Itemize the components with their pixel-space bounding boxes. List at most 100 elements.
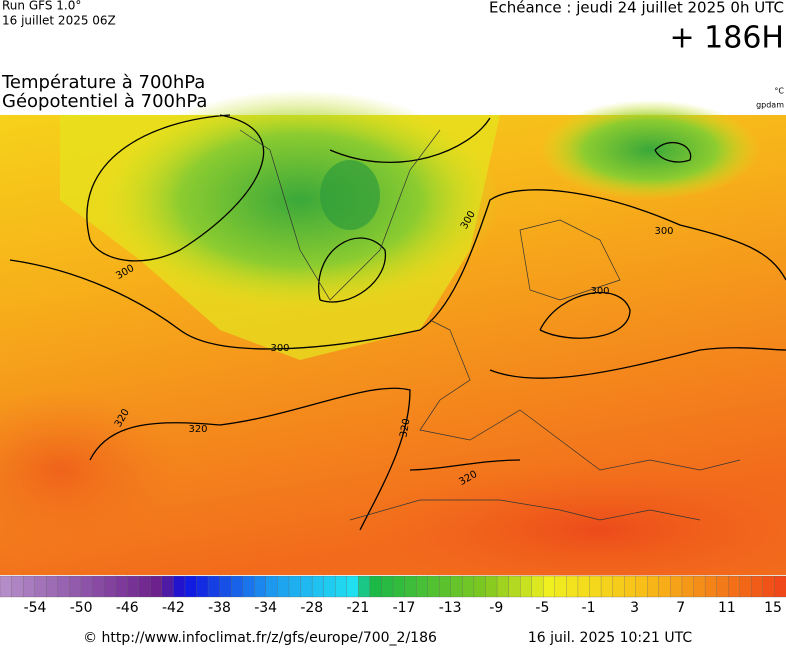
scale-cell (92, 575, 105, 598)
scale-cell (161, 575, 175, 598)
coastlines (239, 129, 741, 521)
scale-cell (346, 575, 359, 598)
scale-cell (762, 575, 776, 598)
scale-tick-label: -9 (489, 600, 503, 616)
scale-tick-label: -34 (254, 600, 277, 616)
scale-tick-label: -13 (439, 600, 462, 616)
title-geopotential: Géopotentiel à 700hPa (2, 91, 207, 112)
scale-cell (311, 575, 325, 598)
scale-tick-label: 3 (630, 600, 639, 616)
contour-label: 300 (590, 286, 609, 297)
scale-cell (704, 575, 718, 598)
scale-cell (242, 575, 255, 598)
scale-cell (612, 575, 625, 598)
scale-cell (265, 575, 279, 598)
warm-area (350, 460, 786, 600)
scale-cell (739, 575, 752, 598)
scale-cell (439, 575, 452, 598)
scale-cell (57, 575, 71, 598)
scale-cell (22, 575, 36, 598)
scale-cell (126, 575, 140, 598)
scale-cell (80, 575, 94, 598)
scale-cell (728, 575, 741, 598)
scale-tick-label: -42 (162, 600, 185, 616)
scale-cell (404, 575, 417, 598)
scale-cell (254, 575, 267, 598)
scale-cell (670, 575, 683, 598)
scale-cell (288, 575, 302, 598)
scale-cell (566, 575, 579, 598)
scale-cell (0, 575, 13, 598)
scale-cell (392, 575, 406, 598)
scale-cell (415, 575, 429, 598)
scale-cell (693, 575, 706, 598)
cold-core (320, 160, 380, 230)
scale-cell (600, 575, 614, 598)
scale-cell (231, 575, 244, 598)
contour-label: 320 (398, 418, 412, 439)
scale-cell (624, 575, 637, 598)
scale-tick-label: -38 (208, 600, 231, 616)
scale-cell (427, 575, 440, 598)
scale-cell (150, 575, 163, 598)
scale-cell (115, 575, 128, 598)
scale-cell (69, 575, 82, 598)
cold-area (540, 100, 760, 200)
scale-cell (196, 575, 209, 598)
scale-cell (658, 575, 672, 598)
scale-cell (647, 575, 660, 598)
scale-cell (450, 575, 464, 598)
scale-tick-label: -28 (300, 600, 323, 616)
scale-cell (496, 575, 510, 598)
scale-cell (473, 575, 487, 598)
scale-cell (751, 575, 764, 598)
scale-cell (554, 575, 568, 598)
scale-cell (46, 575, 59, 598)
scale-cell (577, 575, 591, 598)
scale-tick-label: -21 (346, 600, 369, 616)
title-temperature: Température à 700hPa (1, 72, 205, 93)
scale-cell (219, 575, 232, 598)
run-date: 16 juillet 2025 06Z (2, 14, 116, 28)
scale-cell (381, 575, 394, 598)
contour-label: 300 (270, 343, 289, 354)
scale-cell (358, 575, 371, 598)
footer-source: © http://www.infoclimat.fr/z/gfs/europe/… (83, 630, 437, 646)
lead-time: + 186H (670, 21, 785, 56)
scale-cell (207, 575, 221, 598)
scale-cell (11, 575, 24, 598)
scale-cell (681, 575, 695, 598)
scale-cell (34, 575, 47, 598)
contour-label: 320 (188, 424, 207, 435)
scale-tick-label: -1 (582, 600, 596, 616)
scale-cell (277, 575, 290, 598)
scale-tick-label: -17 (393, 600, 416, 616)
scale-cell (462, 575, 475, 598)
scale-cell (531, 575, 544, 598)
warm-area (0, 390, 180, 550)
scale-cell (173, 575, 186, 598)
unit-geopotential: gpdam (756, 101, 784, 110)
scale-cell (300, 575, 313, 598)
scale-tick-label: -5 (535, 600, 549, 616)
scale-cell (184, 575, 198, 598)
scale-cell (323, 575, 336, 598)
scale-cell (774, 575, 786, 598)
scale-cell (369, 575, 383, 598)
scale-tick-label: -50 (70, 600, 93, 616)
scale-cell (519, 575, 533, 598)
unit-temperature: °C (774, 87, 784, 96)
scale-tick-label: 11 (718, 600, 736, 616)
contours (9, 114, 786, 531)
footer-date: 16 juil. 2025 10:21 UTC (528, 630, 693, 646)
scale-cell (138, 575, 151, 598)
scale-cell (508, 575, 521, 598)
scale-tick-label: -54 (24, 600, 47, 616)
scale-cell (485, 575, 498, 598)
run-label: Run GFS 1.0° (2, 0, 81, 13)
cold-area (100, 90, 500, 310)
scale-cell (103, 575, 117, 598)
color-scale: -54 -50 -46 -42 -38 -34 -28 -21 -17 -13 -9 -5 -1 3 7 11… (0, 575, 786, 616)
